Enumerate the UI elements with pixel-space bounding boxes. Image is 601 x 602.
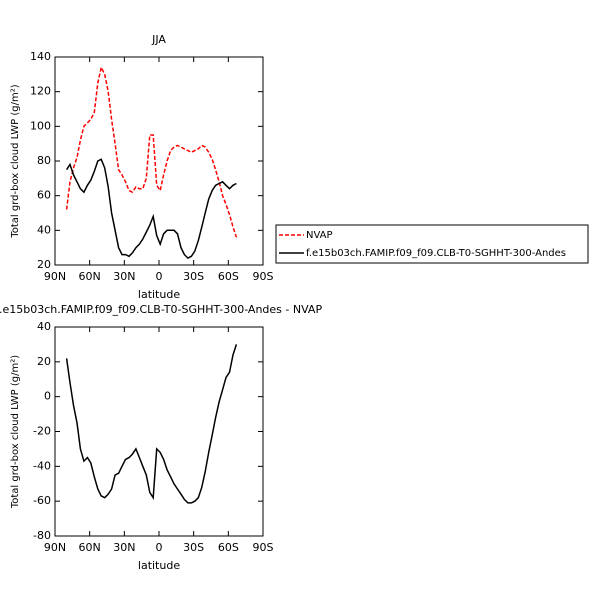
y-tick-label: 60 (37, 189, 51, 202)
y-axis-label: Total grd-box cloud LWP (g/m²) (10, 84, 21, 238)
x-tick-label: 60S (218, 541, 239, 554)
x-tick-label: 30N (113, 541, 135, 554)
y-tick-label: 20 (37, 355, 51, 368)
x-axis-label: latitude (138, 288, 180, 301)
x-tick-label: 90N (44, 270, 66, 283)
y-tick-label: 120 (30, 85, 51, 98)
y-tick-label: 140 (30, 50, 51, 63)
y-tick-label: 0 (44, 390, 51, 403)
y-tick-label: -80 (33, 529, 51, 542)
x-axis-label: latitude (138, 559, 180, 572)
x-tick-label: 30N (113, 270, 135, 283)
legend-label: f.e15b03ch.FAMIP.f09_f09.CLB-T0-SGHHT-30… (306, 248, 566, 259)
chart-title: f.e15b03ch.FAMIP.f09_f09.CLB-T0-SGHHT-30… (0, 303, 322, 316)
y-axis-label: Total grd-box cloud LWP (g/m²) (10, 355, 21, 509)
data-line (65, 158, 237, 260)
x-tick-label: 0 (156, 541, 163, 554)
y-tick-label: 40 (37, 320, 51, 333)
x-tick-label: 90N (44, 541, 66, 554)
y-tick-label: -20 (33, 425, 51, 438)
chart-title: JJA (151, 33, 166, 46)
x-tick-label: 90S (253, 541, 274, 554)
y-tick-label: 80 (37, 154, 51, 167)
x-tick-label: 30S (183, 270, 204, 283)
x-tick-label: 60S (218, 270, 239, 283)
x-tick-label: 60N (79, 541, 101, 554)
legend-box (275, 224, 589, 264)
y-tick-label: -60 (33, 494, 51, 507)
y-tick-label: 40 (37, 223, 51, 236)
y-tick-label: 20 (37, 258, 51, 271)
x-tick-label: 30S (183, 541, 204, 554)
x-tick-label: 0 (156, 270, 163, 283)
data-line (65, 65, 238, 238)
y-tick-label: -40 (33, 459, 51, 472)
y-tick-label: 100 (30, 119, 51, 132)
x-tick-label: 90S (253, 270, 274, 283)
legend-label: NVAP (306, 230, 333, 241)
plot-frame (54, 56, 264, 266)
data-line (65, 344, 238, 504)
x-tick-label: 60N (79, 270, 101, 283)
